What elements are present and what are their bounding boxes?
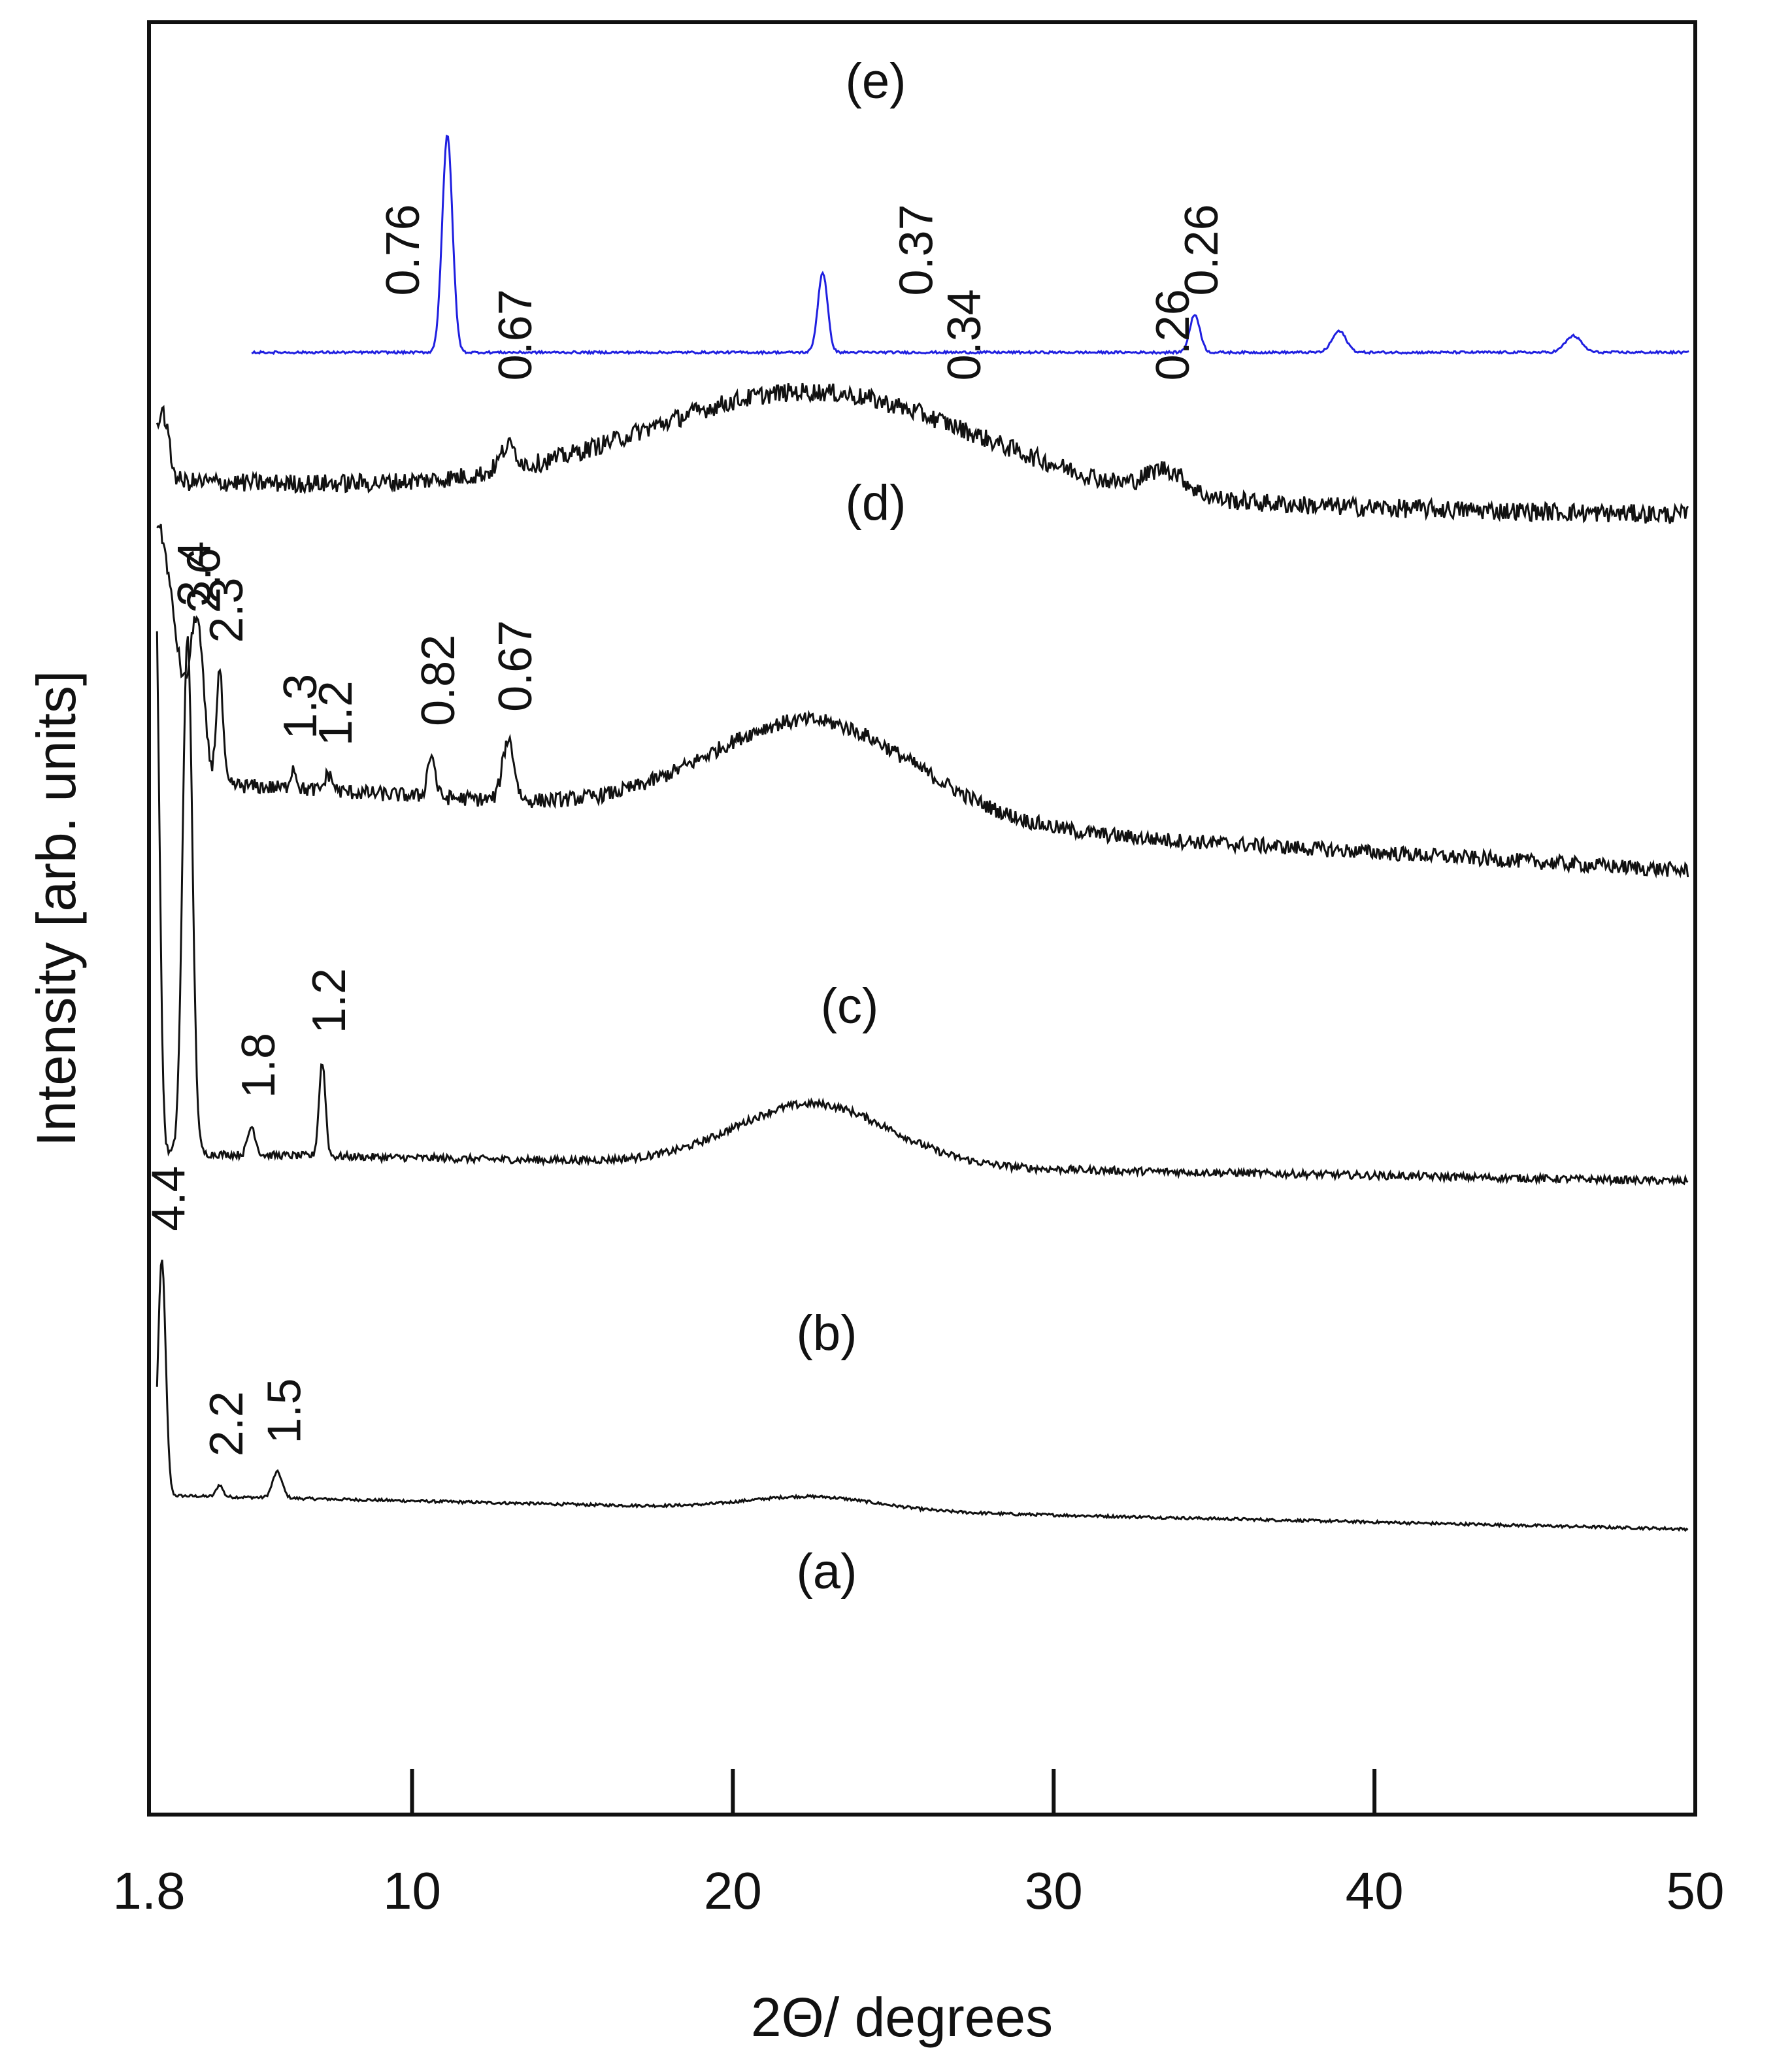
peak-label-c-3: 1.3 xyxy=(274,674,327,739)
peak-label-c-1: 2.6 xyxy=(178,548,231,613)
peak-label-a-0: 0.76 xyxy=(377,204,429,295)
peak-labels: (e)4.42.2 1.5(d)3.41.81.2 (c)2.62.31.31.2 0… xyxy=(143,54,1229,1600)
series-label-c: (c) xyxy=(821,979,879,1034)
peak-label-e-0: 4.4 xyxy=(143,1166,195,1232)
peak-label-a-3: 0.37 xyxy=(890,204,942,295)
peak-label-c-2: 2.3 xyxy=(201,578,253,643)
peak-label-b-4: 0.26 xyxy=(1147,289,1199,380)
y-axis-title: Intensity [arb. units] xyxy=(25,671,87,1147)
series-label-a: (a) xyxy=(797,1544,857,1600)
peak-label-a-4: 0.26 xyxy=(1176,204,1228,295)
series-layer xyxy=(156,134,1689,1532)
series-label-b: (b) xyxy=(797,1305,857,1361)
peak-label-c-6: 0.67 xyxy=(489,620,542,712)
series-line-a xyxy=(251,134,1689,356)
series-line-e xyxy=(156,1260,1689,1532)
series-line-c xyxy=(156,524,1689,879)
peak-label-e-1: 2.2 xyxy=(201,1391,253,1456)
series-label-d: (d) xyxy=(846,475,906,531)
x-tick-label-4: 40 xyxy=(1346,1862,1404,1920)
x-axis-title: 2Θ/ degrees xyxy=(751,1986,1053,2048)
series-line-d xyxy=(156,631,1689,1187)
x-tick-label-0: 1.8 xyxy=(112,1862,185,1920)
peak-label-b-1: 0.67 xyxy=(489,289,542,380)
x-axis: 1.8 10 20 30 40 50 xyxy=(112,1769,1724,1920)
x-tick-label-5: 50 xyxy=(1667,1862,1725,1920)
series-label-e: (e) xyxy=(846,54,906,109)
peak-label-c-5: 0.82 xyxy=(412,635,465,726)
plot-frame xyxy=(147,20,1697,1817)
peak-label-b-3: 0.34 xyxy=(938,289,991,380)
series-line-b xyxy=(156,382,1689,524)
x-tick-label-1: 10 xyxy=(383,1862,441,1920)
peak-label-d-1: 3.4 xyxy=(169,541,221,607)
peak-label-d-3: 1.2 xyxy=(303,968,356,1033)
x-tick-label-3: 30 xyxy=(1025,1862,1083,1920)
x-tick-label-2: 20 xyxy=(704,1862,762,1920)
peak-label-c-4: 1.2 xyxy=(310,680,362,746)
peak-label-e-2: 1.5 xyxy=(258,1379,310,1444)
peak-label-d-2: 1.8 xyxy=(233,1033,285,1098)
